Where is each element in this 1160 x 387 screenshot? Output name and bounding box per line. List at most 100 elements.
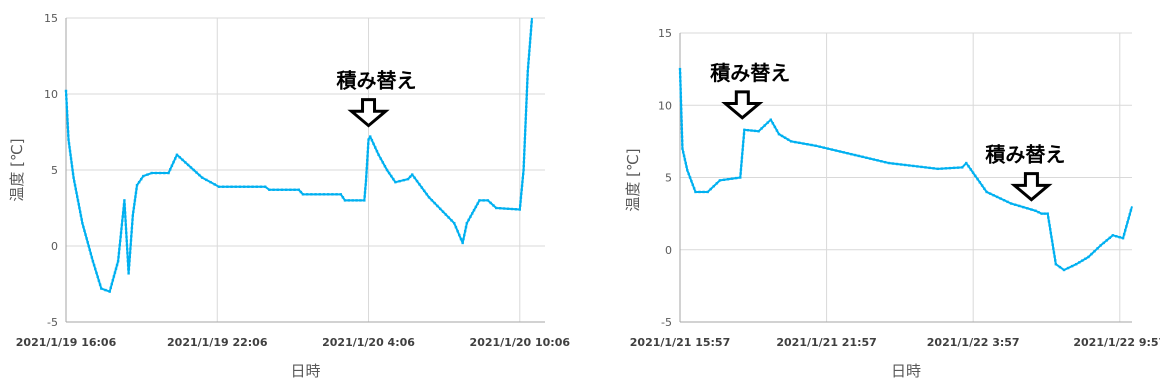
- data-point: [1128, 213, 1131, 216]
- data-point: [1090, 252, 1093, 256]
- data-point: [387, 171, 391, 175]
- data-point: [132, 206, 136, 210]
- data-point: [741, 148, 744, 151]
- data-point: [127, 272, 130, 275]
- data-point: [172, 160, 175, 164]
- data-point: [525, 105, 528, 108]
- data-point: [740, 156, 744, 159]
- data-point: [100, 287, 103, 290]
- data-point: [146, 173, 149, 176]
- data-point: [506, 207, 510, 210]
- data-point: [741, 152, 744, 155]
- data-point: [683, 158, 687, 161]
- data-point: [530, 20, 533, 24]
- data-point: [760, 127, 763, 130]
- data-point: [525, 89, 529, 93]
- data-point: [687, 172, 690, 176]
- data-point: [525, 93, 528, 97]
- data-point: [523, 149, 526, 152]
- data-point: [694, 190, 697, 194]
- annotation-label: 積み替え: [985, 143, 1065, 167]
- data-point: [679, 79, 682, 83]
- data-point: [1124, 229, 1127, 232]
- x-tick: 2021/1/20 10:06: [470, 336, 571, 349]
- data-point: [520, 188, 523, 191]
- data-point: [524, 117, 527, 120]
- data-point: [1048, 224, 1051, 227]
- data-point: [952, 166, 956, 170]
- data-point: [706, 190, 709, 194]
- data-point: [69, 153, 72, 156]
- y-tick: 0: [51, 240, 58, 253]
- data-point: [80, 218, 83, 221]
- data-point: [1053, 255, 1056, 258]
- data-point: [123, 211, 127, 214]
- data-point: [230, 185, 233, 188]
- data-point: [181, 158, 184, 162]
- data-point: [1051, 243, 1054, 246]
- data-point: [263, 185, 267, 188]
- series-line: [65, 17, 533, 293]
- data-point: [766, 121, 769, 124]
- data-point: [523, 145, 526, 148]
- data-point: [121, 219, 124, 222]
- data-point: [679, 95, 683, 99]
- data-point: [680, 119, 683, 122]
- data-point: [441, 210, 445, 213]
- data-point: [1018, 204, 1021, 208]
- data-point: [120, 223, 124, 226]
- data-point: [974, 174, 977, 178]
- data-point: [1087, 255, 1090, 259]
- data-point: [739, 176, 742, 179]
- data-point: [110, 282, 113, 286]
- data-point: [379, 157, 382, 160]
- data-point: [519, 200, 522, 203]
- data-point: [82, 225, 85, 229]
- data-point: [142, 174, 145, 178]
- data-point: [524, 129, 527, 132]
- data-point: [1108, 236, 1112, 240]
- data-point: [474, 205, 478, 209]
- data-point: [1081, 259, 1084, 262]
- x-axis-title: 日時: [891, 362, 921, 380]
- data-point: [128, 255, 132, 259]
- data-point: [691, 183, 694, 186]
- data-point: [525, 97, 528, 101]
- data-point: [1052, 247, 1055, 250]
- data-point: [956, 166, 960, 169]
- x-tick: 2021/1/19 22:06: [167, 336, 268, 349]
- data-point: [718, 179, 722, 182]
- annotation-label: 積み替え: [337, 69, 417, 93]
- data-point: [690, 179, 693, 183]
- data-point: [439, 207, 442, 211]
- data-point: [119, 231, 123, 235]
- x-tick: 2021/1/22 3:57: [927, 336, 1020, 349]
- data-point: [284, 188, 288, 191]
- grid-left: [65, 17, 545, 323]
- data-point: [130, 235, 133, 238]
- annotation-arrow: [347, 98, 390, 128]
- data-point: [131, 218, 134, 221]
- data-point: [936, 167, 939, 171]
- data-point: [916, 165, 919, 168]
- y-ticks-left: 15 10 5 0 -5: [44, 12, 58, 329]
- data-point: [492, 204, 495, 207]
- data-point: [163, 171, 166, 175]
- data-point: [978, 181, 982, 184]
- data-point: [130, 226, 134, 230]
- data-point: [798, 141, 801, 145]
- data-point: [715, 182, 719, 185]
- data-point: [121, 215, 124, 218]
- data-point: [117, 255, 120, 259]
- data-point: [529, 37, 532, 40]
- data-point: [322, 193, 326, 196]
- data-point: [310, 193, 313, 196]
- data-point: [529, 33, 532, 36]
- data-point: [495, 206, 498, 210]
- data-point: [366, 154, 369, 158]
- data-point: [783, 136, 787, 139]
- data-point: [66, 118, 69, 121]
- data-point: [406, 177, 410, 181]
- data-point: [522, 168, 525, 172]
